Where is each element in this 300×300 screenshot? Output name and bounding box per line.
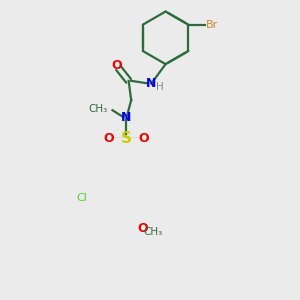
Text: S: S xyxy=(121,131,132,146)
Text: O: O xyxy=(137,222,148,235)
Text: Cl: Cl xyxy=(76,193,87,203)
Text: O: O xyxy=(111,59,122,72)
Text: O: O xyxy=(138,132,148,145)
Text: Br: Br xyxy=(206,20,218,30)
Text: O: O xyxy=(103,132,114,145)
Text: CH₃: CH₃ xyxy=(143,227,163,237)
Text: N: N xyxy=(121,111,131,124)
Text: N: N xyxy=(146,77,157,90)
Text: CH₃: CH₃ xyxy=(88,104,107,114)
Text: H: H xyxy=(157,82,164,92)
